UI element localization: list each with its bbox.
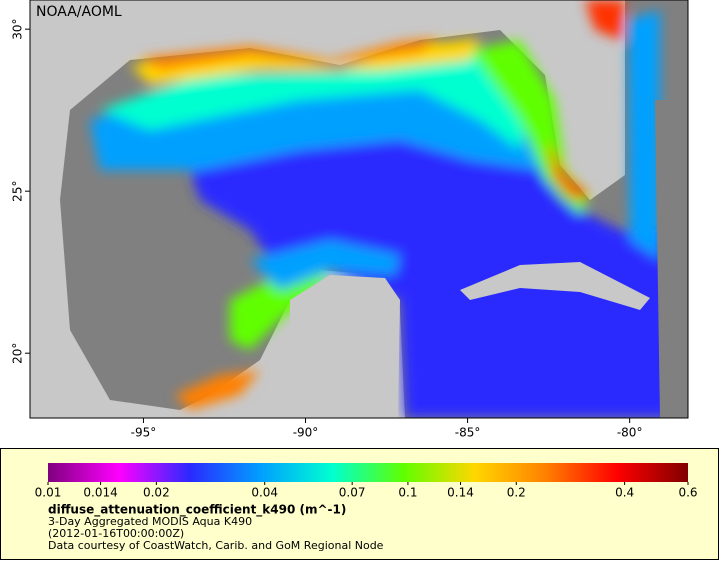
x-tick-label: -85° bbox=[455, 426, 481, 440]
map bbox=[30, 0, 688, 418]
colorbar-tick-label: 0.4 bbox=[615, 486, 634, 500]
cuba bbox=[460, 262, 650, 310]
colorbar bbox=[48, 463, 688, 482]
colorbar-tick-label: 0.014 bbox=[83, 486, 117, 500]
colorbar-tick-label: 0.07 bbox=[339, 486, 366, 500]
colorbar-tick-label: 0.1 bbox=[398, 486, 417, 500]
x-tick-label: -80° bbox=[617, 426, 643, 440]
colorbar-tick-label: 0.6 bbox=[678, 486, 697, 500]
colorbar-tick-label: 0.02 bbox=[143, 486, 170, 500]
colorbar-tick-label: 0.04 bbox=[251, 486, 278, 500]
colorbar-tick-label: 0.01 bbox=[35, 486, 62, 500]
florida-strip bbox=[655, 100, 688, 418]
legend-line: (2012-01-16T00:00:00Z) bbox=[48, 527, 184, 540]
colorbar-tick-label: 0.2 bbox=[507, 486, 526, 500]
yucatan bbox=[290, 275, 400, 418]
y-tick-label: 20° bbox=[11, 343, 25, 364]
legend-line: Data courtesy of CoastWatch, Carib. and … bbox=[48, 539, 384, 552]
x-tick-label: -95° bbox=[131, 426, 157, 440]
x-tick-label: -90° bbox=[293, 426, 319, 440]
legend-line: 3-Day Aggregated MODIS Aqua K490 bbox=[48, 515, 252, 528]
credit: NOAA/AOML bbox=[36, 4, 122, 20]
colorbar-tick-label: 0.14 bbox=[447, 486, 474, 500]
map-frame bbox=[29, 0, 689, 419]
k490-field bbox=[90, 0, 688, 418]
y-tick-label: 25° bbox=[11, 181, 25, 202]
legend-title: diffuse_attenuation_coefficient_k490 (m^… bbox=[48, 503, 346, 518]
y-tick-label: 30° bbox=[11, 19, 25, 40]
